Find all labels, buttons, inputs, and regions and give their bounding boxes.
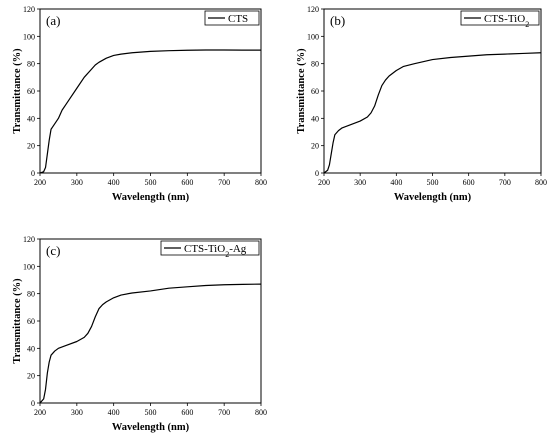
x-tick-label: 400 [108, 408, 120, 417]
y-tick-label: 20 [27, 372, 35, 381]
x-axis-title: Wavelength (nm) [112, 192, 190, 203]
x-tick-label: 200 [34, 178, 46, 187]
x-tick-label: 200 [34, 408, 46, 417]
y-tick-label: 40 [27, 344, 35, 353]
chart-panel-1: 200 300 400 500 600 700 800 0 20 40 60 80 100 120 Wave… [12, 5, 267, 203]
x-tick-label: 300 [71, 178, 83, 187]
legend-box [204, 10, 260, 26]
y-tick-label: 0 [31, 399, 35, 408]
y-tick-label: 60 [27, 317, 35, 326]
x-tick-label: 600 [181, 408, 193, 417]
legend-box [460, 10, 540, 26]
y-tick-label: 20 [27, 142, 35, 151]
y-tick-label: 0 [31, 169, 35, 178]
y-tick-label: 60 [27, 87, 35, 96]
y-tick-label: 80 [27, 290, 35, 299]
x-tick-label: 800 [255, 178, 267, 187]
x-tick-label: 700 [218, 178, 230, 187]
chart-panel-3: 200 300 400 500 600 700 800 0 20 40 60 80 100 120 Wave… [12, 235, 267, 433]
y-tick-label: 20 [311, 142, 319, 151]
x-tick-label: 700 [218, 408, 230, 417]
x-tick-label: 500 [145, 178, 157, 187]
legend-label: CTS-TiO2 [484, 13, 529, 29]
x-tick-label: 800 [535, 178, 547, 187]
x-tick-label: 300 [71, 408, 83, 417]
plot-frame [39, 238, 262, 404]
y-tick-label: 100 [23, 262, 35, 271]
y-tick-label: 120 [23, 5, 35, 14]
y-tick-label: 0 [315, 169, 319, 178]
y-tick-label: 60 [311, 87, 319, 96]
legend-label: CTS-TiO2-Ag [184, 243, 247, 259]
x-axis-title: Wavelength (nm) [112, 422, 190, 433]
plot-frame [323, 8, 542, 174]
y-axis-title: Transmittance (%) [12, 48, 23, 134]
series-line-1 [39, 49, 261, 174]
x-tick-label: 700 [499, 178, 511, 187]
x-tick-label: 200 [318, 178, 330, 187]
y-axis-title: Transmittance (%) [12, 278, 23, 364]
y-tick-label: 80 [27, 60, 35, 69]
panel-label: (a) [46, 13, 60, 28]
panel-label: (b) [330, 13, 345, 28]
y-tick-label: 120 [23, 235, 35, 244]
y-tick-label: 80 [311, 60, 319, 69]
legend-label: CTS [228, 13, 248, 25]
y-tick-label: 100 [307, 32, 319, 41]
y-axis-title: Transmittance (%) [296, 48, 307, 134]
series-line-1 [323, 52, 542, 174]
x-tick-label: 600 [181, 178, 193, 187]
x-tick-label: 800 [255, 408, 267, 417]
x-tick-label: 600 [463, 178, 475, 187]
y-tick-label: 100 [23, 32, 35, 41]
y-tick-label: 120 [307, 5, 319, 14]
chart-panel-2: 200 300 400 500 600 700 800 0 20 40 60 80 100 120 Wave… [296, 5, 547, 203]
x-axis-title: Wavelength (nm) [394, 192, 472, 203]
plot-frame [39, 8, 262, 174]
x-tick-label: 500 [145, 408, 157, 417]
legend-box [160, 240, 260, 256]
x-tick-label: 400 [108, 178, 120, 187]
x-tick-label: 300 [354, 178, 366, 187]
x-tick-label: 500 [427, 178, 439, 187]
x-tick-label: 400 [390, 178, 402, 187]
panel-label: (c) [46, 243, 60, 258]
series-line-1 [39, 283, 262, 404]
y-tick-label: 40 [311, 114, 319, 123]
y-tick-label: 40 [27, 114, 35, 123]
